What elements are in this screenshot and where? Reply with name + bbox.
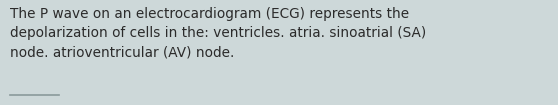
Text: The P wave on an electrocardiogram (ECG) represents the
depolarization of cells : The P wave on an electrocardiogram (ECG)… <box>10 7 426 59</box>
